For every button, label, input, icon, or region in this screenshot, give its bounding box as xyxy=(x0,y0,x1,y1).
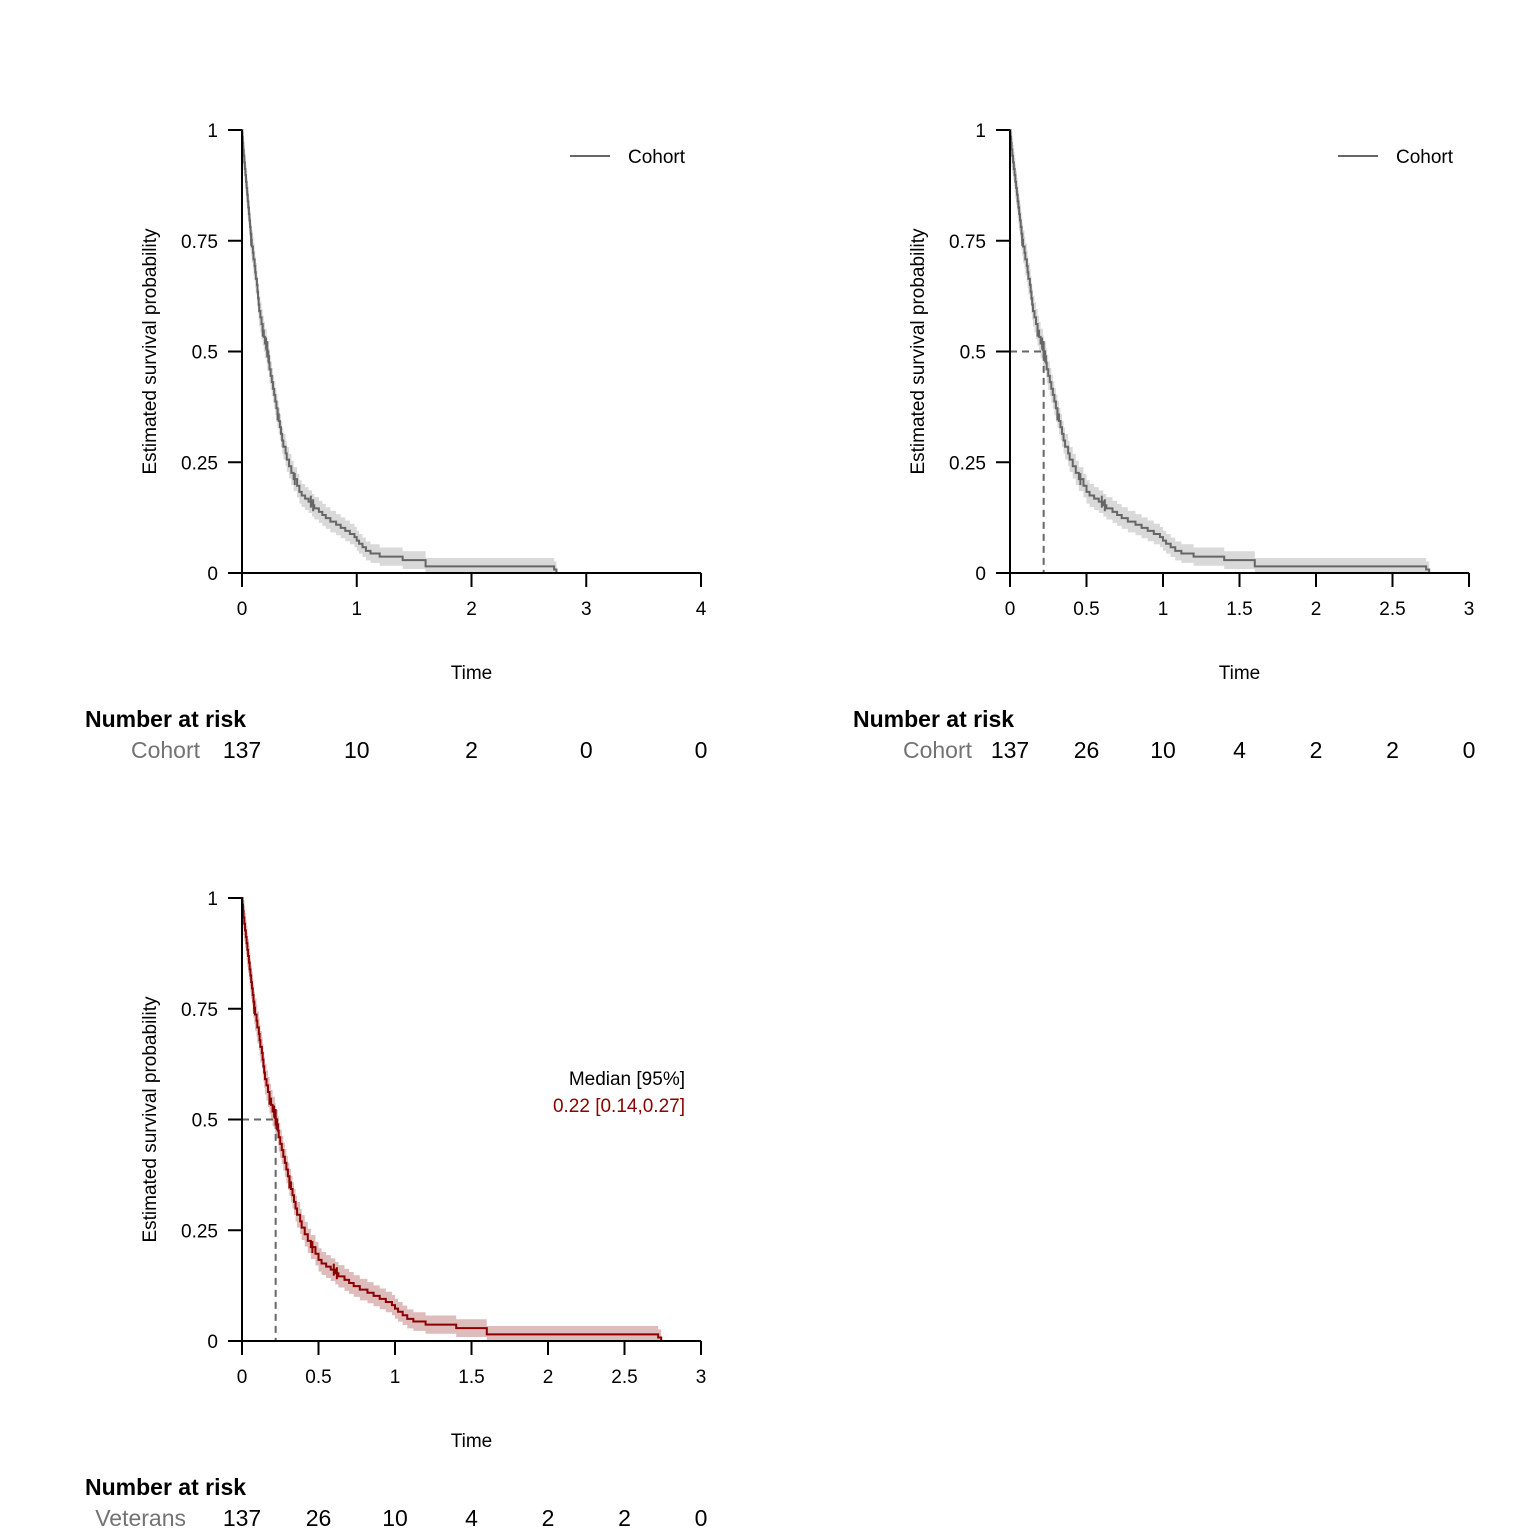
risk-table-strata-label: Veterans xyxy=(95,1505,186,1531)
risk-table-value: 2 xyxy=(1386,737,1399,763)
x-tick-label: 2 xyxy=(466,599,477,620)
x-tick-label: 3 xyxy=(581,599,592,620)
y-tick-label: 0.75 xyxy=(181,232,218,253)
legend-label: Cohort xyxy=(1396,147,1454,168)
y-tick-label: 0.5 xyxy=(192,343,218,364)
y-tick-label: 0.5 xyxy=(960,343,986,364)
risk-table-value: 10 xyxy=(1150,737,1176,763)
risk-table-value: 10 xyxy=(344,737,370,763)
x-tick-label: 0.5 xyxy=(1073,599,1099,620)
confidence-band xyxy=(242,898,662,1341)
y-tick-label: 0 xyxy=(975,564,986,585)
median-annotation-value: 0.22 [0.14,0.27] xyxy=(553,1096,685,1117)
survival-curve-cohort xyxy=(241,129,558,573)
x-tick-label: 0.5 xyxy=(305,1367,331,1388)
y-tick-label: 0.5 xyxy=(192,1111,218,1132)
x-tick-label: 2 xyxy=(1311,599,1322,620)
y-tick-label: 0.75 xyxy=(181,1000,218,1021)
risk-table-value: 137 xyxy=(223,1505,261,1531)
y-tick-label: 0.75 xyxy=(949,232,986,253)
median-reference-line xyxy=(1010,350,1045,573)
risk-table-value: 0 xyxy=(695,737,708,763)
x-tick-label: 0 xyxy=(1005,599,1016,620)
survival-curve-veterans xyxy=(241,897,663,1341)
risk-table-value: 0 xyxy=(1463,737,1476,763)
risk-table-strata-label: Cohort xyxy=(131,737,201,763)
median-annotation-header: Median [95%] xyxy=(569,1069,685,1090)
risk-table-value: 0 xyxy=(580,737,593,763)
y-tick-label: 0.25 xyxy=(181,1221,218,1242)
x-tick-label: 3 xyxy=(1464,599,1475,620)
x-tick-label: 1.5 xyxy=(1226,599,1252,620)
risk-table-value: 10 xyxy=(382,1505,408,1531)
risk-table-value: 137 xyxy=(991,737,1029,763)
risk-table-strata-label: Cohort xyxy=(903,737,973,763)
median-reference-line xyxy=(242,1118,277,1341)
risk-table-value: 2 xyxy=(465,737,478,763)
y-tick-label: 1 xyxy=(207,121,218,142)
risk-table-value: 26 xyxy=(1074,737,1100,763)
legend-label: Cohort xyxy=(628,147,686,168)
x-tick-label: 0 xyxy=(237,599,248,620)
x-tick-label: 1.5 xyxy=(458,1367,484,1388)
y-tick-label: 0 xyxy=(207,1332,218,1353)
x-tick-label: 3 xyxy=(696,1367,707,1388)
y-tick-label: 1 xyxy=(975,121,986,142)
risk-table-title: Number at risk xyxy=(85,1474,246,1500)
confidence-band xyxy=(242,130,557,573)
x-tick-label: 4 xyxy=(696,599,707,620)
risk-table-value: 4 xyxy=(465,1505,478,1531)
y-axis-title: Estimated survival probability xyxy=(908,228,929,475)
confidence-band xyxy=(1010,130,1430,573)
x-axis-title: Time xyxy=(451,1431,493,1452)
risk-table-value: 26 xyxy=(306,1505,332,1531)
x-tick-label: 2.5 xyxy=(611,1367,637,1388)
y-tick-label: 0 xyxy=(207,564,218,585)
y-axis-title: Estimated survival probability xyxy=(140,996,161,1243)
y-axis-title: Estimated survival probability xyxy=(140,228,161,475)
x-tick-label: 2 xyxy=(543,1367,554,1388)
y-tick-label: 0.25 xyxy=(949,453,986,474)
risk-table-value: 2 xyxy=(542,1505,555,1531)
x-tick-label: 1 xyxy=(351,599,362,620)
x-tick-label: 2.5 xyxy=(1379,599,1405,620)
risk-table-value: 2 xyxy=(618,1505,631,1531)
x-tick-label: 1 xyxy=(1158,599,1169,620)
risk-table-title: Number at risk xyxy=(853,706,1014,732)
x-tick-label: 0 xyxy=(237,1367,248,1388)
risk-table-value: 0 xyxy=(695,1505,708,1531)
x-tick-label: 1 xyxy=(390,1367,401,1388)
risk-table-value: 2 xyxy=(1310,737,1323,763)
survival-curve-cohort xyxy=(1009,129,1431,573)
x-axis-title: Time xyxy=(1219,663,1261,684)
y-tick-label: 0.25 xyxy=(181,453,218,474)
x-axis-title: Time xyxy=(451,663,493,684)
risk-table-value: 137 xyxy=(223,737,261,763)
y-tick-label: 1 xyxy=(207,889,218,910)
risk-table-title: Number at risk xyxy=(85,706,246,732)
risk-table-value: 4 xyxy=(1233,737,1246,763)
